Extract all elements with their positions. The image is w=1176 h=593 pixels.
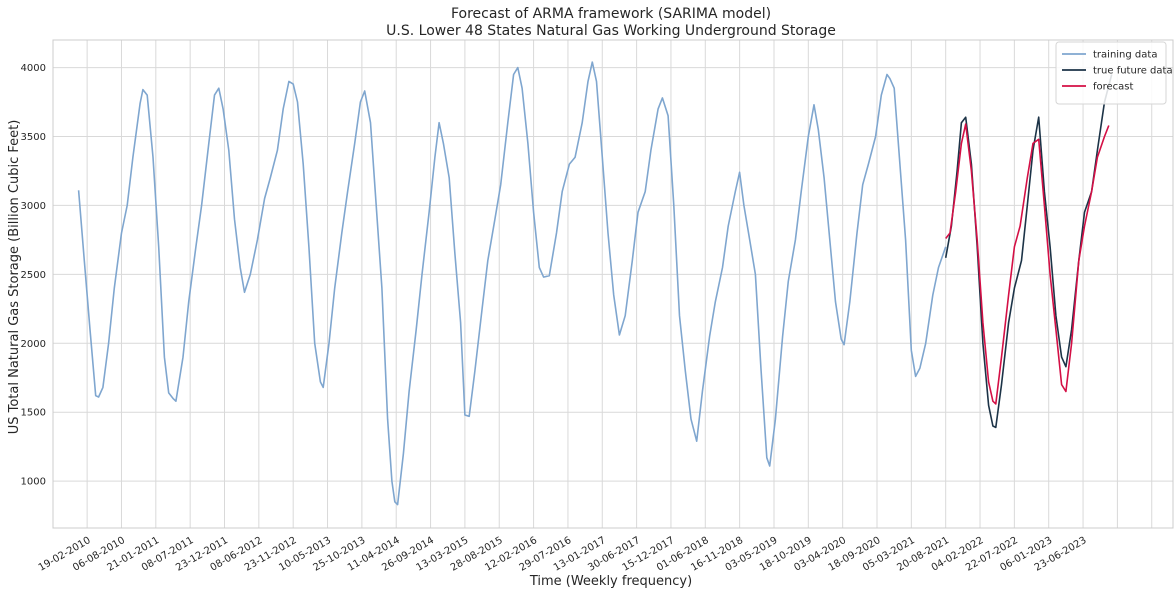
grid bbox=[53, 40, 1173, 528]
x-axis-label: Time (Weekly frequency) bbox=[529, 574, 692, 589]
y-tick-label: 3000 bbox=[21, 201, 46, 212]
tick-labels: 19-02-201006-08-201021-01-201108-07-2011… bbox=[21, 63, 1089, 574]
axes bbox=[52, 39, 1174, 529]
chart-subtitle: U.S. Lower 48 States Natural Gas Working… bbox=[386, 23, 836, 39]
y-tick-label: 3500 bbox=[21, 132, 46, 143]
y-tick-label: 2500 bbox=[21, 270, 46, 281]
series-line-0 bbox=[77, 61, 947, 506]
legend-label-2: forecast bbox=[1093, 82, 1134, 93]
y-tick-label: 1000 bbox=[21, 477, 46, 488]
series-lines bbox=[77, 61, 1113, 506]
y-tick-label: 4000 bbox=[21, 63, 46, 74]
y-tick-label: 1500 bbox=[21, 408, 46, 419]
legend-label-1: true future data bbox=[1093, 66, 1173, 77]
y-tick-label: 2000 bbox=[21, 339, 46, 350]
series-line-2 bbox=[945, 123, 1110, 405]
series-line-1 bbox=[944, 74, 1113, 429]
legend: training data true future data forecast bbox=[1055, 41, 1173, 105]
legend-label-0: training data bbox=[1093, 50, 1157, 61]
y-axis-label: US Total Natural Gas Storage (Billion Cu… bbox=[7, 120, 22, 435]
plot-frame bbox=[52, 39, 1174, 529]
chart-title: Forecast of ARMA framework (SARIMA model… bbox=[451, 6, 771, 22]
